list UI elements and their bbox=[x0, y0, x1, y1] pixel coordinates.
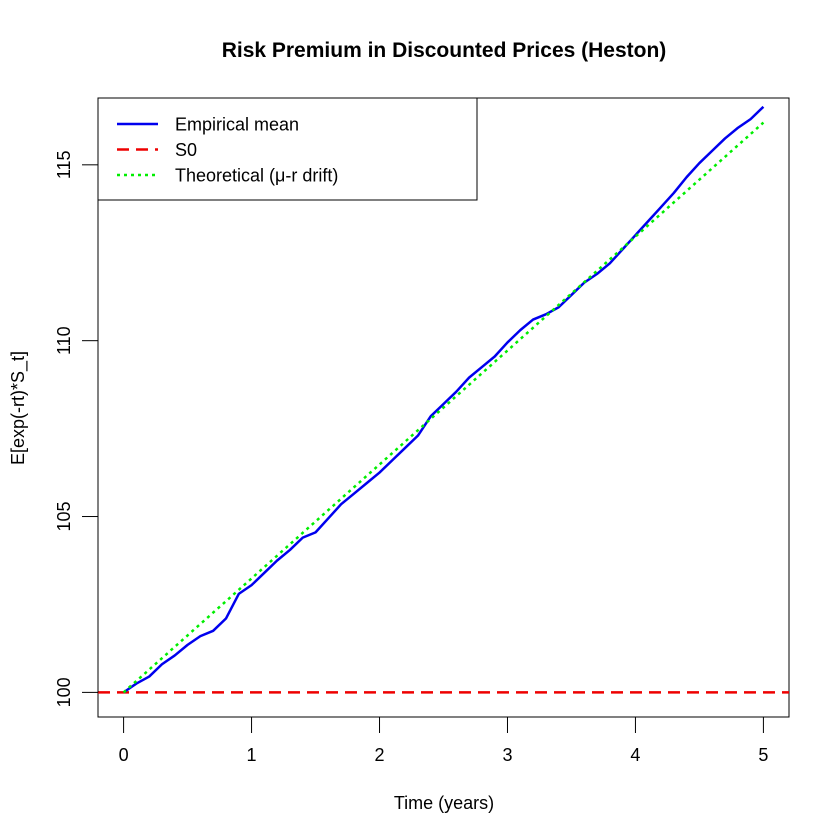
legend: Empirical mean S0 Theoretical (μ-r drift) bbox=[97, 97, 478, 201]
y-tick-label: 105 bbox=[54, 502, 74, 532]
x-tick-label: 0 bbox=[119, 745, 129, 765]
y-tick-label: 115 bbox=[54, 150, 74, 179]
x-tick-label: 5 bbox=[758, 745, 768, 765]
y-tick-label: 110 bbox=[54, 326, 74, 355]
y-tick-label: 100 bbox=[54, 677, 74, 707]
legend-box bbox=[97, 97, 478, 201]
x-tick-label: 3 bbox=[502, 745, 512, 765]
legend-label-1: S0 bbox=[175, 140, 197, 160]
series-layer bbox=[98, 105, 789, 694]
series-line-0 bbox=[122, 105, 765, 694]
y-axis-label: E[exp(-rt)*S_t] bbox=[8, 351, 29, 465]
x-tick-label: 1 bbox=[247, 745, 257, 765]
series-line-2 bbox=[122, 121, 765, 694]
chart-title: Risk Premium in Discounted Prices (Hesto… bbox=[222, 39, 667, 62]
legend-label-2: Theoretical (μ-r drift) bbox=[175, 166, 338, 186]
x-axis: 0 1 2 3 4 5 bbox=[119, 716, 768, 765]
x-axis-label: Time (years) bbox=[394, 793, 494, 813]
legend-label-0: Empirical mean bbox=[175, 115, 299, 135]
x-tick-label: 4 bbox=[630, 745, 640, 765]
y-axis: 100 105 110 115 bbox=[54, 150, 99, 707]
x-tick-label: 2 bbox=[375, 745, 385, 765]
